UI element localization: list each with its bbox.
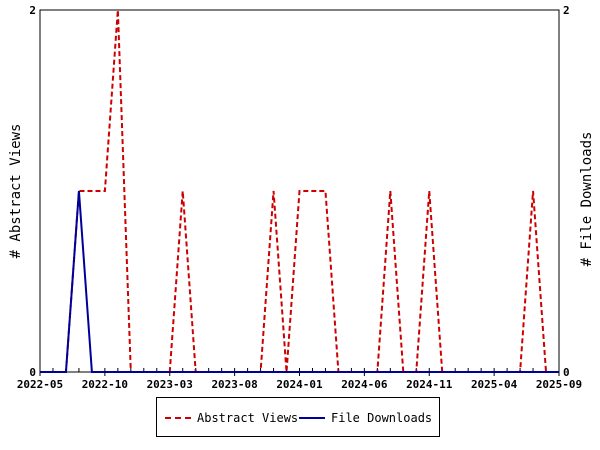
legend: Abstract Views File Downloads <box>156 397 440 437</box>
y-tick-label: 2 <box>29 4 36 17</box>
x-tick-label: 2024-06 <box>341 378 388 391</box>
y2-tick-label: 0 <box>563 366 570 379</box>
y-axis-title: # Abstract Views <box>8 124 24 259</box>
x-tick-label: 2025-04 <box>471 378 518 391</box>
y-tick-label: 0 <box>29 366 36 379</box>
series-layer <box>40 9 559 373</box>
y2-axis-title: # File Downloads <box>579 132 595 267</box>
x-tick-label: 2023-03 <box>147 378 193 391</box>
tick-labels: 2022-05 2022-10 2023-03 2023-08 2024-01 2024-… <box>17 4 582 391</box>
legend-label-file-downloads: File Downloads <box>331 411 433 425</box>
x-tick-label: 2023-08 <box>211 378 257 391</box>
x-tick-label: 2022-10 <box>82 378 128 391</box>
x-tick-label: 2024-01 <box>276 378 323 391</box>
x-tick-label: 2025-09 <box>536 378 582 391</box>
legend-item-abstract-views: Abstract Views <box>165 410 298 426</box>
series-line-file-downloads <box>40 190 559 373</box>
series-line-abstract-views <box>40 9 559 373</box>
legend-swatch-abstract-views <box>165 417 191 419</box>
x-tick-label: 2022-05 <box>17 378 63 391</box>
y2-tick-label: 2 <box>563 4 570 17</box>
legend-swatch-file-downloads <box>299 417 325 419</box>
legend-item-file-downloads: File Downloads <box>299 410 432 426</box>
legend-label-abstract-views: Abstract Views <box>197 411 299 425</box>
x-tick-label: 2024-11 <box>406 378 453 391</box>
